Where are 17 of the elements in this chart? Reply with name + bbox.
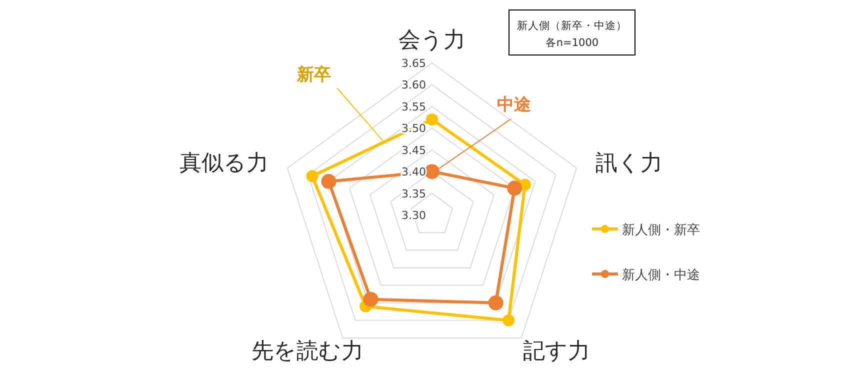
text: 各n=1000 [545, 37, 599, 49]
text: 新人側（新卒・中途） [517, 19, 627, 32]
y-tick-label: 3.35 [402, 187, 426, 200]
legend-label: 新人側・新卒 [622, 223, 700, 238]
y-tick-label: 3.60 [402, 78, 426, 92]
spoke-label: 記す力 [523, 338, 590, 364]
y-tick-label: 3.55 [402, 100, 426, 114]
text: 中途 [497, 95, 531, 115]
spoke-label: 先を読む力 [251, 338, 364, 364]
spoke-label: 会う力 [398, 28, 466, 53]
y-tick-label: 3.45 [402, 144, 426, 157]
y-tick-label: 3.65 [402, 57, 426, 70]
spoke-label: 真似る力 [179, 150, 268, 176]
spoke-label: 訊く力 [596, 150, 663, 176]
y-tick-label: 3.30 [402, 209, 426, 222]
legend-label: 新人側・中途 [622, 268, 700, 283]
text: 新卒 [296, 65, 331, 85]
